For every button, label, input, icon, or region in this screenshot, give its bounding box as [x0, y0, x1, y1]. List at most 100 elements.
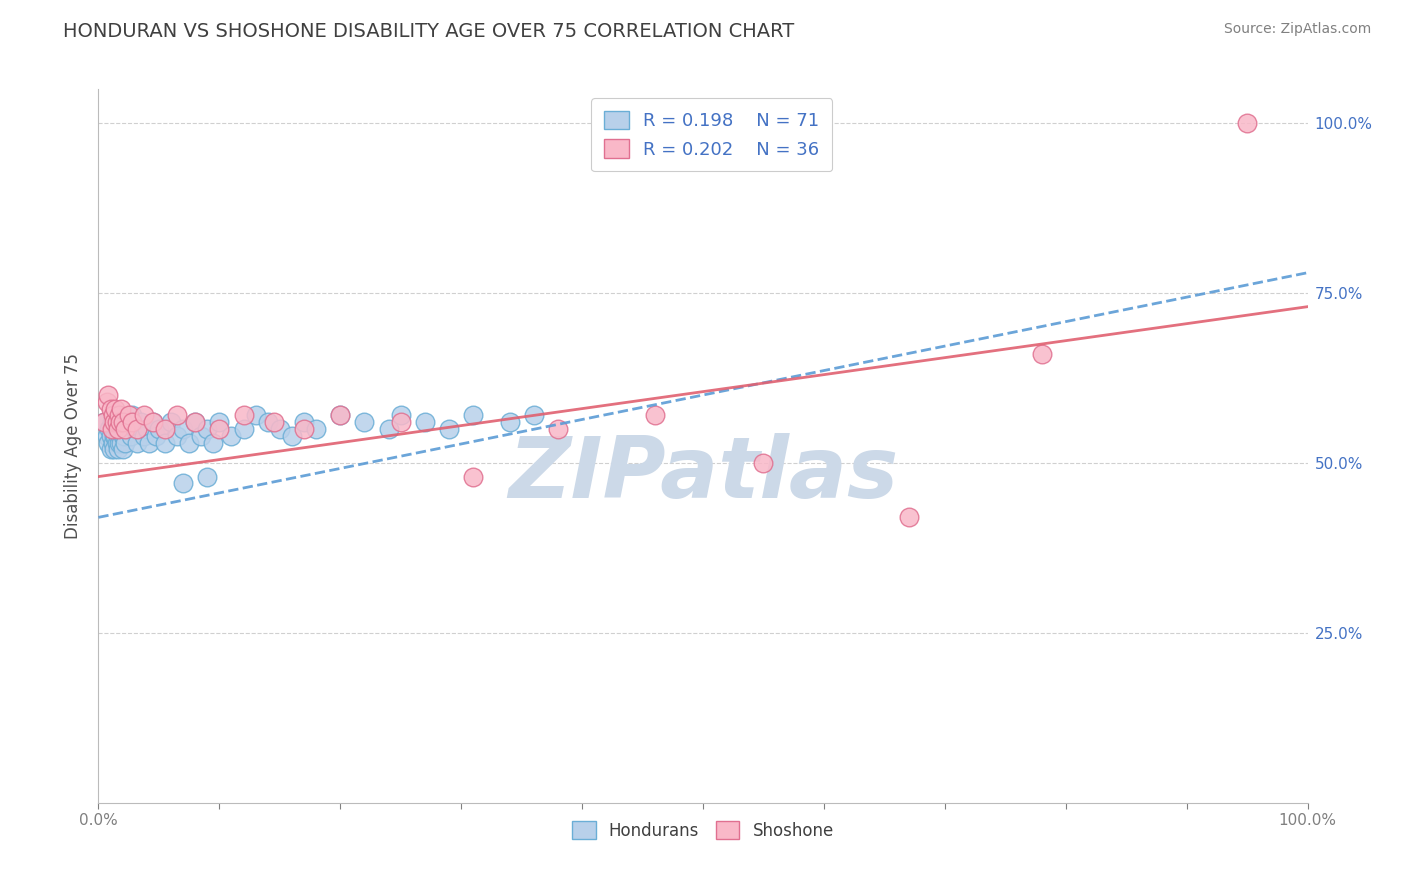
Point [184, 415, 207, 429]
Point [172, 476, 194, 491]
Point [108, 415, 131, 429]
Point [413, 415, 436, 429]
Point [112, 429, 135, 443]
Point [232, 409, 254, 423]
Point [281, 429, 304, 443]
Point [105, 415, 128, 429]
Point [101, 435, 124, 450]
Point [108, 409, 131, 423]
Point [208, 415, 231, 429]
Point [103, 415, 125, 429]
Point [100, 401, 122, 416]
Point [105, 409, 128, 423]
Point [134, 409, 156, 423]
Point [97, 435, 120, 450]
Point [208, 422, 231, 436]
Point [389, 415, 412, 429]
Point [111, 429, 134, 443]
Point [103, 429, 125, 443]
Point [179, 435, 201, 450]
Point [256, 415, 278, 429]
Point [107, 422, 129, 436]
Point [153, 435, 176, 450]
Point [1031, 347, 1053, 361]
Point [232, 422, 254, 436]
Point [114, 435, 136, 450]
Point [498, 415, 520, 429]
Point [195, 469, 218, 483]
Point [269, 422, 291, 436]
Point [263, 415, 285, 429]
Point [148, 422, 170, 436]
Point [104, 415, 127, 429]
Point [110, 435, 132, 450]
Y-axis label: Disability Age Over 75: Disability Age Over 75 [65, 353, 83, 539]
Point [104, 401, 127, 416]
Point [221, 429, 243, 443]
Point [101, 422, 124, 436]
Point [108, 422, 131, 436]
Point [93, 415, 115, 429]
Point [172, 422, 194, 436]
Point [142, 415, 165, 429]
Text: HONDURAN VS SHOSHONE DISABILITY AGE OVER 75 CORRELATION CHART: HONDURAN VS SHOSHONE DISABILITY AGE OVER… [63, 22, 794, 41]
Point [120, 429, 142, 443]
Point [377, 422, 399, 436]
Point [103, 442, 125, 457]
Point [752, 456, 775, 470]
Point [195, 422, 218, 436]
Point [121, 415, 143, 429]
Point [329, 409, 352, 423]
Point [142, 415, 165, 429]
Point [305, 422, 328, 436]
Point [105, 435, 128, 450]
Point [111, 442, 134, 457]
Point [121, 409, 143, 423]
Point [100, 429, 122, 443]
Legend: Hondurans, Shoshone: Hondurans, Shoshone [564, 814, 842, 848]
Point [96, 429, 118, 443]
Point [110, 401, 132, 416]
Point [107, 442, 129, 457]
Point [101, 409, 124, 423]
Point [463, 409, 485, 423]
Point [108, 429, 131, 443]
Point [523, 409, 546, 423]
Point [547, 422, 569, 436]
Point [1236, 116, 1258, 130]
Point [166, 409, 188, 423]
Point [105, 422, 128, 436]
Point [245, 409, 267, 423]
Text: ZIPatlas: ZIPatlas [508, 433, 898, 516]
Point [100, 422, 122, 436]
Text: Source: ZipAtlas.com: Source: ZipAtlas.com [1223, 22, 1371, 37]
Point [644, 409, 666, 423]
Point [202, 435, 225, 450]
Point [115, 422, 138, 436]
Point [329, 409, 352, 423]
Point [389, 409, 412, 423]
Point [292, 422, 315, 436]
Point [118, 409, 141, 423]
Point [100, 442, 122, 457]
Point [135, 422, 157, 436]
Point [160, 415, 183, 429]
Point [114, 422, 136, 436]
Point [153, 422, 176, 436]
Point [104, 429, 127, 443]
Point [118, 415, 141, 429]
Point [108, 435, 131, 450]
Point [138, 435, 160, 450]
Point [96, 394, 118, 409]
Point [292, 415, 315, 429]
Point [97, 388, 120, 402]
Point [111, 415, 134, 429]
Point [98, 422, 121, 436]
Point [107, 429, 129, 443]
Point [93, 415, 115, 429]
Point [127, 422, 149, 436]
Point [437, 422, 460, 436]
Point [463, 469, 485, 483]
Point [127, 435, 149, 450]
Point [108, 415, 131, 429]
